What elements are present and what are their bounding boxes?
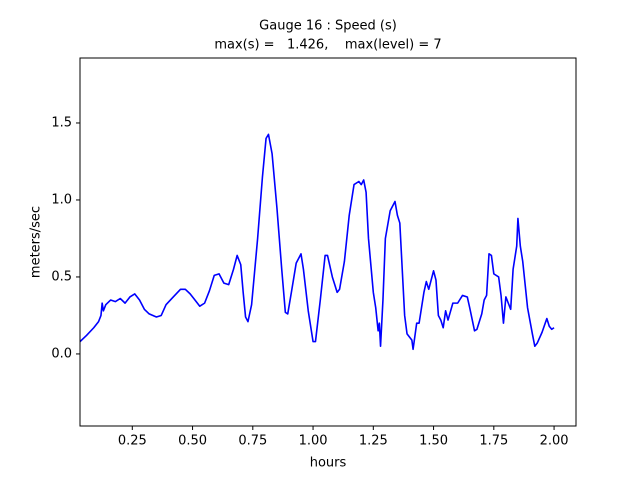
- y-tick-label: 1.5: [51, 115, 72, 130]
- chart-subtitle: max(s) = 1.426, max(level) = 7: [214, 38, 441, 53]
- x-tick-label: 0.50: [178, 434, 207, 449]
- x-tick-label: 2.00: [540, 434, 569, 449]
- y-tick-label: 1.0: [51, 192, 72, 207]
- x-tick-label: 1.50: [419, 434, 448, 449]
- x-tick-label: 1.25: [359, 434, 388, 449]
- chart-title: Gauge 16 : Speed (s): [259, 19, 397, 34]
- plot-frame: [79, 57, 577, 427]
- x-tick-label: 1.00: [299, 434, 328, 449]
- x-tick-label: 0.75: [238, 434, 267, 449]
- x-axis-label: hours: [310, 456, 347, 471]
- data-line: [79, 133, 555, 351]
- y-axis-label: meters/sec: [29, 206, 44, 278]
- x-tick-label: 0.25: [118, 434, 147, 449]
- y-tick-label: 0.0: [51, 346, 72, 361]
- x-tick-label: 1.75: [479, 434, 508, 449]
- y-tick-label: 0.5: [51, 269, 72, 284]
